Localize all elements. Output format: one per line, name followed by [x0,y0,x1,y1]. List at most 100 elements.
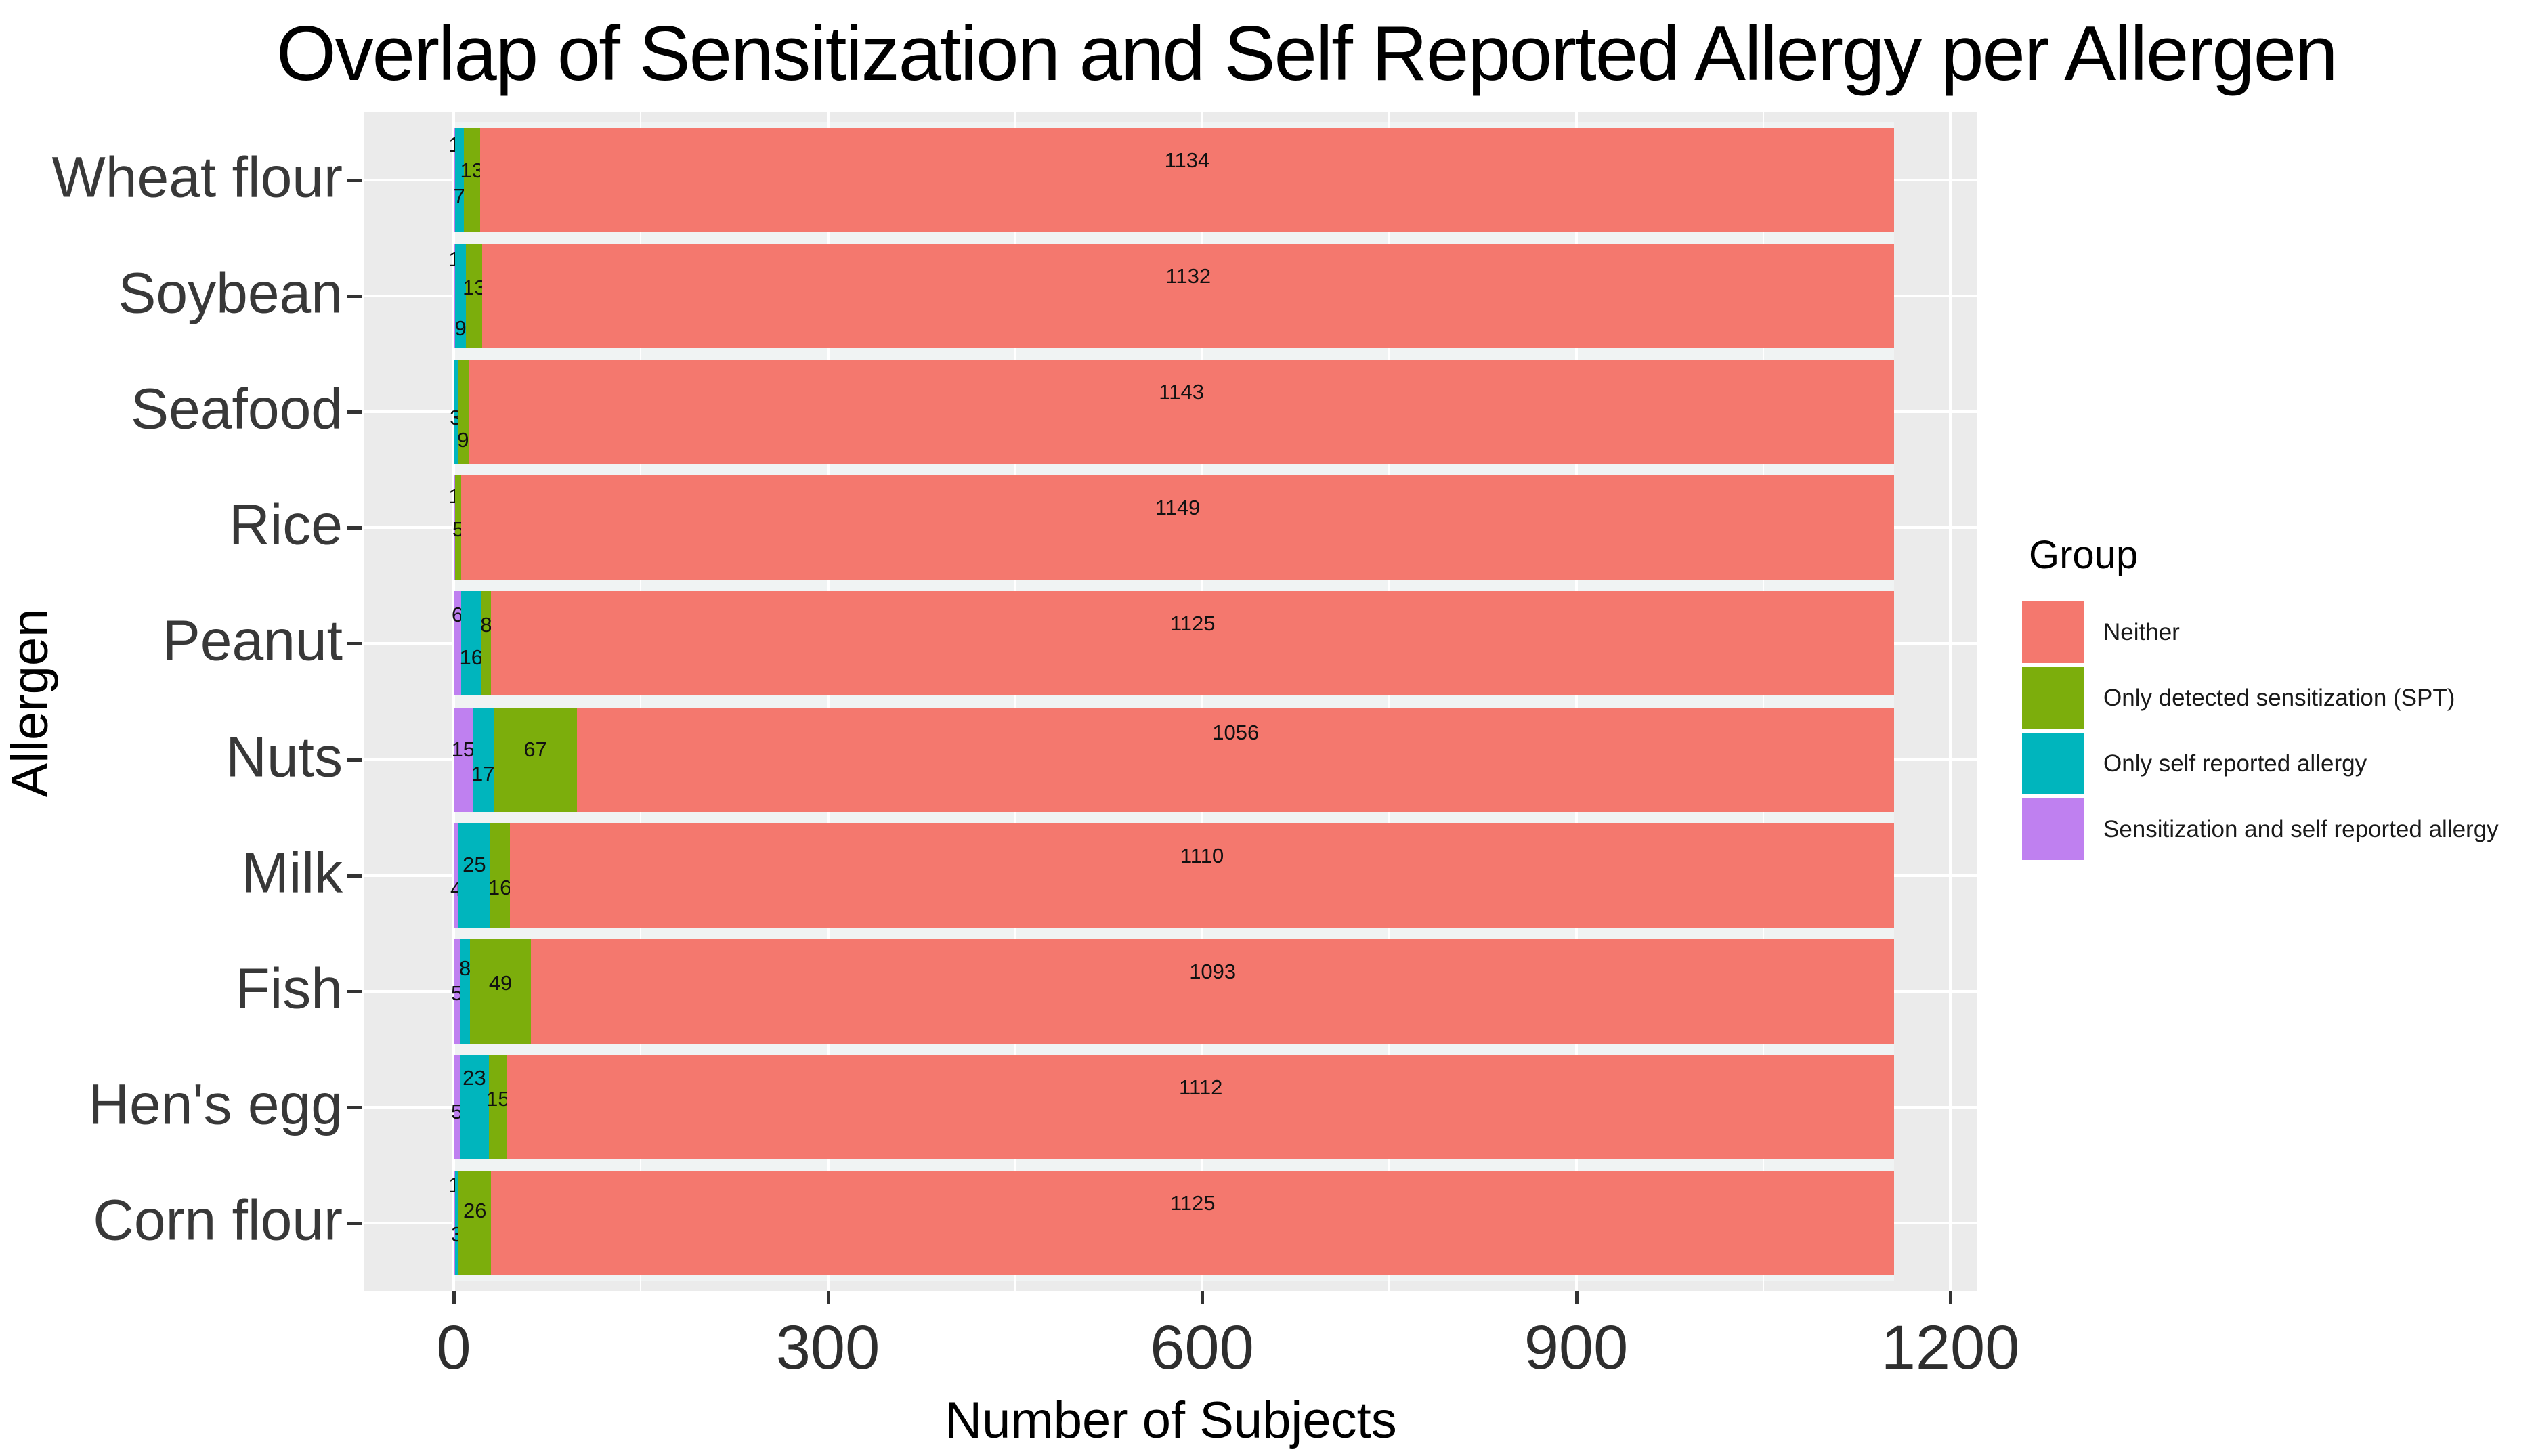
bar-value-label: 16 [488,875,512,899]
bar-value-label: 1056 [1212,720,1260,744]
bar-segment-only_spt [463,127,480,232]
bar-value-label: 23 [463,1066,486,1090]
bar-segment-only_self [454,360,458,464]
x-tick-mark [826,1291,830,1304]
bar-segment-both [454,1171,455,1276]
bar-value-label: 1110 [1180,843,1224,868]
bar-value-label: 1125 [1169,1191,1216,1216]
legend-swatch-only_self [2022,733,2084,794]
x-tick-mark [452,1291,456,1304]
legend-item-neither: Neither [2022,601,2534,663]
bar-segment-only_spt [488,1055,508,1160]
y-tick-mark [347,758,362,762]
bar-row: 13261125 [448,1171,1895,1276]
bar-segment-only_spt [457,360,469,464]
v-gridline-major [1574,112,1578,1291]
bar-value-label: 9 [454,316,467,340]
v-gridline-major [1201,112,1204,1291]
bar-segment-only_self [458,823,490,928]
v-gridline-major [452,112,455,1291]
legend-item-only_spt: Only detected sensitization (SPT) [2022,667,2534,729]
bar-value-label: 5 [452,517,465,542]
v-gridline-major [1949,112,1952,1291]
y-tick-mark [347,178,362,182]
bar-value-label: 8 [458,956,471,980]
bar-row: 4 25 16 1110 [450,823,1895,928]
legend-item-both: Sensitization and self reported allergy [2022,798,2534,860]
bar-segment-both [454,475,455,580]
y-tick-label: Seafood [131,377,343,441]
x-tick-label: 300 [775,1313,880,1382]
y-tick-label: Peanut [162,609,343,673]
bar-value-label: 17 [471,761,495,786]
bar-segment-only_self [454,127,464,232]
x-axis-title: Number of Subjects [945,1392,1397,1449]
bar-segment-neither [509,823,1895,928]
bar-value-label: 1093 [1189,960,1237,983]
bar-segment-neither [491,591,1895,696]
y-tick-label: Milk [241,840,343,905]
v-gridline-major [826,112,830,1291]
bar-value-label: 1143 [1159,380,1204,404]
bar-segment-neither [469,360,1895,464]
y-axis-title: Allergen [1,608,59,798]
y-tick-mark [347,990,362,993]
bar-value-label: 13 [463,275,486,299]
x-tick-label: 900 [1524,1313,1629,1382]
legend-label: Sensitization and self reported allergy [2103,815,2499,842]
v-gridline-minor [1388,112,1390,1291]
bar-value-label: 15 [451,737,475,761]
legend-swatch-only_spt [2022,667,2084,729]
bar-value-label: 1125 [1169,612,1216,636]
y-tick-label: Hen's egg [88,1072,343,1136]
legend-swatch-neither [2022,601,2084,663]
bar-segment-only_self [472,707,494,812]
y-tick-mark [347,1106,362,1110]
y-tick-label: Nuts [226,725,343,789]
v-gridline-minor [1014,112,1016,1291]
x-tick-label: 600 [1150,1313,1254,1382]
bar-segment-only_self [461,591,481,696]
bar-segment-only_spt [490,823,510,928]
plot-panel: 1713113419131132391143151149616811251517… [364,112,1977,1291]
bar-value-label: 1149 [1155,496,1201,520]
x-tick-mark [1949,1291,1953,1304]
bar-segment-both [454,1055,460,1160]
y-tick-label: Fish [235,956,343,1021]
bar-segment-only_spt [481,591,492,696]
bar-value-label: 7 [453,184,465,208]
bar-segment-only_self [460,1055,489,1160]
bar-value-label: 67 [523,737,547,761]
bar-value-label: 6 [451,603,464,627]
bar-value-label: 26 [463,1199,487,1223]
bar-segment-only_spt [458,1171,492,1276]
bar-segment-neither [461,475,1895,580]
legend-label: Only self reported allergy [2103,750,2367,777]
y-tick-label: Rice [228,492,343,557]
bar-value-label: 1134 [1164,148,1210,172]
bar-row: 5 23 15 1112 [451,1055,1895,1160]
x-tick-mark [1574,1291,1579,1304]
bar-row: 6 16 8 1125 [451,591,1895,696]
x-tick-label: 0 [436,1313,471,1382]
y-tick-mark [347,1222,362,1226]
bar-segment-only_self [454,243,467,348]
bar-segment-both [454,823,459,928]
y-tick-mark [347,642,362,646]
bar-segment-only_spt [493,707,578,812]
v-gridline-minor [640,112,642,1291]
bar-segment-only_self [460,939,470,1044]
bar-segment-neither [491,1171,1895,1276]
bar-value-label: 5 [450,981,463,1005]
bar-segment-both [454,707,473,812]
bar-segment-neither [479,127,1895,232]
bar-row: 17131134 [448,127,1895,232]
bar-segment-both [454,127,455,232]
legend-swatch-both [2022,798,2084,860]
y-tick-label: Soybean [118,261,343,325]
bar-segment-only_self [454,1171,459,1276]
bar-row: 151149 [448,475,1895,580]
bar-row: 3 9 1143 [450,360,1895,464]
y-tick-mark [347,410,362,414]
y-tick-label: Corn flour [93,1189,343,1253]
